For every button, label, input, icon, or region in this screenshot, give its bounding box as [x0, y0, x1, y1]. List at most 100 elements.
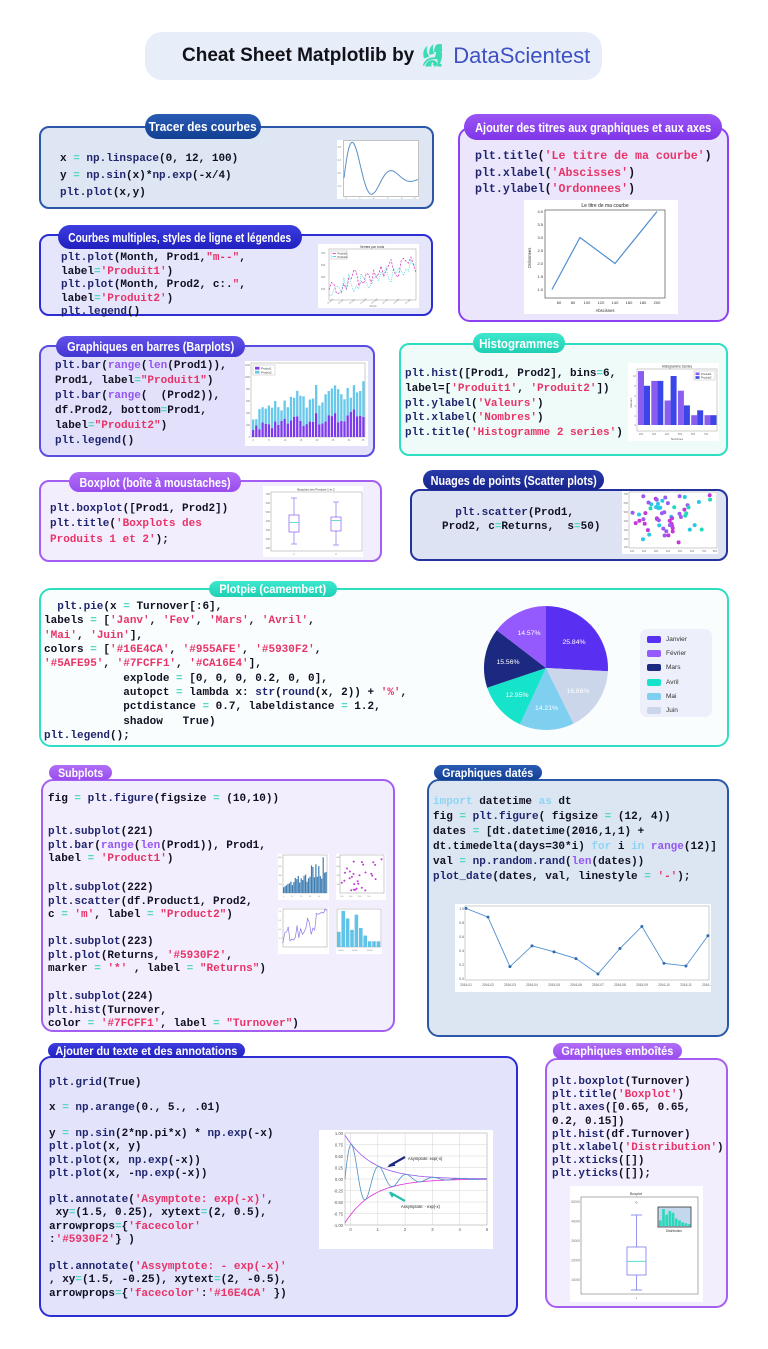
svg-text:15: 15 [300, 439, 303, 442]
svg-text:4.0: 4.0 [537, 209, 543, 214]
svg-text:14.21%: 14.21% [535, 705, 558, 712]
svg-text:2: 2 [404, 1227, 407, 1232]
svg-text:0.25: 0.25 [335, 1166, 344, 1171]
svg-text:100: 100 [584, 300, 591, 305]
svg-text:01-nov: 01-nov [382, 298, 389, 304]
svg-text:100: 100 [340, 896, 344, 898]
svg-text:8: 8 [635, 384, 637, 388]
svg-text:800: 800 [246, 388, 251, 391]
svg-text:Boxplots des Produits 1 et 2: Boxplots des Produits 1 et 2 [297, 488, 335, 492]
svg-text:30: 30 [309, 896, 312, 898]
svg-text:600: 600 [279, 866, 283, 868]
svg-text:600: 600 [690, 549, 695, 553]
svg-text:*: * [324, 908, 326, 912]
svg-text:300: 300 [624, 528, 629, 532]
svg-text:700: 700 [321, 252, 326, 255]
svg-text:01-déc: 01-déc [405, 298, 412, 304]
svg-text:10: 10 [284, 439, 287, 442]
svg-text:2016-05: 2016-05 [548, 983, 560, 987]
svg-text:Produit2: Produit2 [338, 255, 349, 259]
svg-text:-1.00: -1.00 [333, 1223, 343, 1228]
svg-text:30000: 30000 [571, 1239, 580, 1243]
svg-text:2016-03: 2016-03 [504, 983, 516, 987]
svg-text:140: 140 [612, 300, 619, 305]
svg-text:2016-07: 2016-07 [592, 983, 604, 987]
svg-text:01-juin: 01-juin [349, 299, 356, 305]
svg-text:4: 4 [459, 1227, 462, 1232]
svg-text:*: * [307, 917, 309, 921]
svg-text:Histogramme 2series: Histogramme 2series [662, 365, 693, 369]
svg-text:200: 200 [266, 537, 271, 541]
svg-text:Nombres: Nombres [671, 437, 684, 441]
svg-text:0: 0 [349, 1227, 352, 1232]
svg-text:80: 80 [571, 300, 576, 305]
svg-text:1.00: 1.00 [335, 1131, 344, 1136]
svg-text:0.6: 0.6 [459, 935, 464, 939]
svg-text:200: 200 [337, 884, 341, 886]
svg-text:0.00: 0.00 [335, 1177, 344, 1182]
svg-text:800: 800 [337, 857, 341, 859]
svg-text:400: 400 [665, 432, 670, 436]
svg-text:10: 10 [291, 896, 294, 898]
svg-text:Valeurs: Valeurs [629, 398, 633, 408]
svg-text:40000: 40000 [571, 1220, 580, 1224]
svg-text:10: 10 [413, 197, 416, 200]
svg-text:Ventes par mois: Ventes par mois [360, 245, 385, 249]
svg-text:6: 6 [635, 394, 637, 398]
svg-text:100: 100 [266, 546, 271, 550]
svg-text:3.0: 3.0 [537, 235, 543, 240]
svg-text:400: 400 [337, 875, 341, 877]
svg-text:2: 2 [335, 552, 337, 556]
svg-text:14.57%: 14.57% [517, 630, 540, 637]
svg-text:1.0: 1.0 [279, 911, 283, 913]
svg-text:Produt1: Produt1 [261, 366, 272, 370]
svg-text:20: 20 [316, 439, 319, 442]
svg-text:35: 35 [362, 439, 365, 442]
svg-text:4: 4 [373, 197, 375, 200]
svg-text:500: 500 [321, 264, 326, 267]
svg-text:Month: Month [370, 305, 378, 308]
svg-text:-0.5: -0.5 [279, 938, 283, 940]
svg-text:0.50: 0.50 [335, 1154, 344, 1159]
svg-text:0.0: 0.0 [279, 929, 283, 931]
svg-text:Boxplot: Boxplot [630, 1192, 642, 1196]
svg-text:2016-10: 2016-10 [658, 983, 670, 987]
svg-text:-0.50: -0.50 [333, 1200, 343, 1205]
svg-text:Asymptote: exp(-x): Asymptote: exp(-x) [408, 1156, 443, 1161]
svg-text:500: 500 [678, 432, 683, 436]
svg-text:Produit1: Produit1 [338, 252, 349, 256]
svg-text:1.5: 1.5 [537, 274, 543, 279]
svg-text:200: 200 [246, 424, 251, 427]
svg-text:400: 400 [266, 519, 271, 523]
svg-text:5: 5 [486, 1227, 489, 1232]
svg-text:20: 20 [300, 896, 303, 898]
svg-text:2016-04: 2016-04 [526, 983, 538, 987]
svg-text:2.5: 2.5 [537, 248, 543, 253]
svg-text:100: 100 [624, 545, 629, 549]
svg-text:10: 10 [633, 374, 636, 378]
svg-text:1.0: 1.0 [537, 287, 543, 292]
svg-text:Abscisses: Abscisses [596, 308, 615, 313]
svg-text:01-sept: 01-sept [371, 298, 379, 305]
svg-text:0: 0 [249, 436, 251, 439]
svg-text:700: 700 [704, 432, 709, 436]
svg-text:4: 4 [635, 404, 637, 408]
svg-text:1: 1 [636, 1296, 638, 1300]
svg-text:40: 40 [318, 896, 321, 898]
svg-text:2016-02: 2016-02 [482, 983, 494, 987]
svg-text:01-janv: 01-janv [327, 298, 334, 305]
svg-text:200: 200 [624, 537, 629, 541]
svg-text:2016-09: 2016-09 [636, 983, 648, 987]
svg-text:8: 8 [401, 197, 403, 200]
svg-text:600: 600 [246, 400, 251, 403]
svg-text:10000: 10000 [571, 1278, 580, 1282]
svg-text:0.4: 0.4 [338, 158, 342, 162]
svg-text:100: 100 [630, 549, 635, 553]
svg-text:200: 200 [654, 300, 661, 305]
svg-text:400: 400 [624, 519, 629, 523]
svg-text:20000: 20000 [571, 1259, 580, 1263]
svg-text:160: 160 [626, 300, 633, 305]
svg-text:Produit1: Produit1 [701, 372, 712, 376]
svg-text:2016-12: 2016-12 [702, 983, 711, 987]
svg-text:800: 800 [713, 549, 718, 553]
